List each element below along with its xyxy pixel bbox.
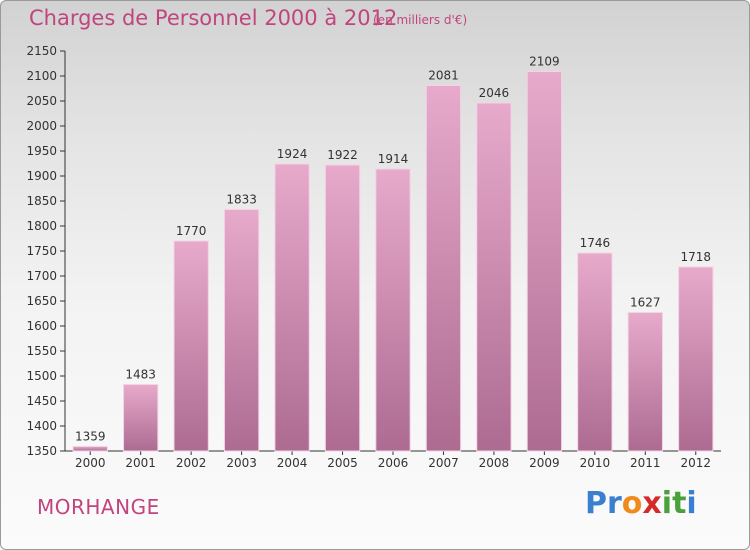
y-tick-label: 1550 xyxy=(26,344,57,358)
data-label-2008: 2046 xyxy=(479,86,510,100)
logo-letter: o xyxy=(621,486,643,521)
y-tick-label: 1350 xyxy=(26,444,57,458)
bar-2007 xyxy=(425,85,462,452)
x-tick-label-2005: 2005 xyxy=(327,456,358,470)
bar-2004 xyxy=(274,163,310,452)
y-tick-label: 1850 xyxy=(26,194,57,208)
logo-letter: r xyxy=(607,486,622,521)
y-tick-label: 1950 xyxy=(26,144,57,158)
chart-title: Charges de Personnel 2000 à 2012 xyxy=(29,6,398,30)
data-label-2000: 1359 xyxy=(75,430,106,444)
data-labels: 1359 1483 1770 1833 1924 1922 1914 2081 2046 2109… xyxy=(75,55,711,444)
x-axis: 2000 2001 2002 2003 2004 2005 2006 2007 2008 2009… xyxy=(65,450,721,470)
bar-2000 xyxy=(72,446,108,452)
logo-letter: P xyxy=(585,486,607,521)
bar-2003 xyxy=(223,209,260,452)
bar-2008 xyxy=(476,102,512,452)
x-tick-label-2012: 2012 xyxy=(680,456,711,470)
data-label-2011: 1627 xyxy=(630,296,661,310)
y-tick-label: 1800 xyxy=(26,219,57,233)
bar-2001 xyxy=(123,384,159,452)
data-label-2007: 2081 xyxy=(428,69,459,83)
proxiti-logo: Proxiti xyxy=(585,486,697,521)
bars xyxy=(72,71,714,452)
logo-letter: i xyxy=(661,486,673,521)
data-label-2002: 1770 xyxy=(176,224,207,238)
bar-2009 xyxy=(526,71,563,452)
data-label-2012: 1718 xyxy=(680,250,711,264)
data-label-2001: 1483 xyxy=(125,368,156,382)
bar-2011 xyxy=(627,312,663,452)
data-label-2009: 2109 xyxy=(529,55,560,69)
y-tick-label: 1700 xyxy=(26,269,57,283)
y-tick-label: 1900 xyxy=(26,169,57,183)
bar-2005 xyxy=(324,164,361,452)
x-tick-label-2011: 2011 xyxy=(630,456,661,470)
y-tick-label: 1500 xyxy=(26,369,57,383)
x-tick-label-2004: 2004 xyxy=(277,456,308,470)
commune-name: MORHANGE xyxy=(37,495,160,519)
x-tick-label-2007: 2007 xyxy=(428,456,459,470)
y-tick-label: 1400 xyxy=(26,419,57,433)
x-tick-label-2000: 2000 xyxy=(75,456,106,470)
bar-2006 xyxy=(375,168,411,452)
y-tick-label: 2100 xyxy=(26,69,57,83)
y-tick-label: 1750 xyxy=(26,244,57,258)
data-label-2005: 1922 xyxy=(327,148,358,162)
y-axis: 1350 1400 1450 1500 1550 1600 1650 1700 1750 1800… xyxy=(26,44,66,458)
data-label-2006: 1914 xyxy=(378,152,409,166)
logo-letter: x xyxy=(642,486,662,521)
x-tick-label-2010: 2010 xyxy=(580,456,611,470)
y-tick-label: 1450 xyxy=(26,394,57,408)
bar-2002 xyxy=(173,240,209,452)
x-tick-label-2008: 2008 xyxy=(479,456,510,470)
data-label-2010: 1746 xyxy=(580,236,611,250)
x-tick-label-2002: 2002 xyxy=(176,456,207,470)
x-tick-label-2006: 2006 xyxy=(378,456,409,470)
bar-2012 xyxy=(678,266,714,452)
logo-letter: i xyxy=(686,486,697,521)
y-tick-label: 2150 xyxy=(26,44,57,58)
data-label-2004: 1924 xyxy=(277,147,308,161)
x-tick-label-2009: 2009 xyxy=(529,456,560,470)
data-label-2003: 1833 xyxy=(226,193,257,207)
y-tick-label: 2000 xyxy=(26,119,57,133)
y-tick-label: 1600 xyxy=(26,319,57,333)
chart-subtitle: (en milliers d'€) xyxy=(373,13,468,27)
y-tick-label: 2050 xyxy=(26,94,57,108)
x-tick-label-2003: 2003 xyxy=(226,456,257,470)
x-tick-label-2001: 2001 xyxy=(125,456,156,470)
y-tick-label: 1650 xyxy=(26,294,57,308)
logo-letter: t xyxy=(672,486,687,521)
bar-2010 xyxy=(577,252,613,452)
